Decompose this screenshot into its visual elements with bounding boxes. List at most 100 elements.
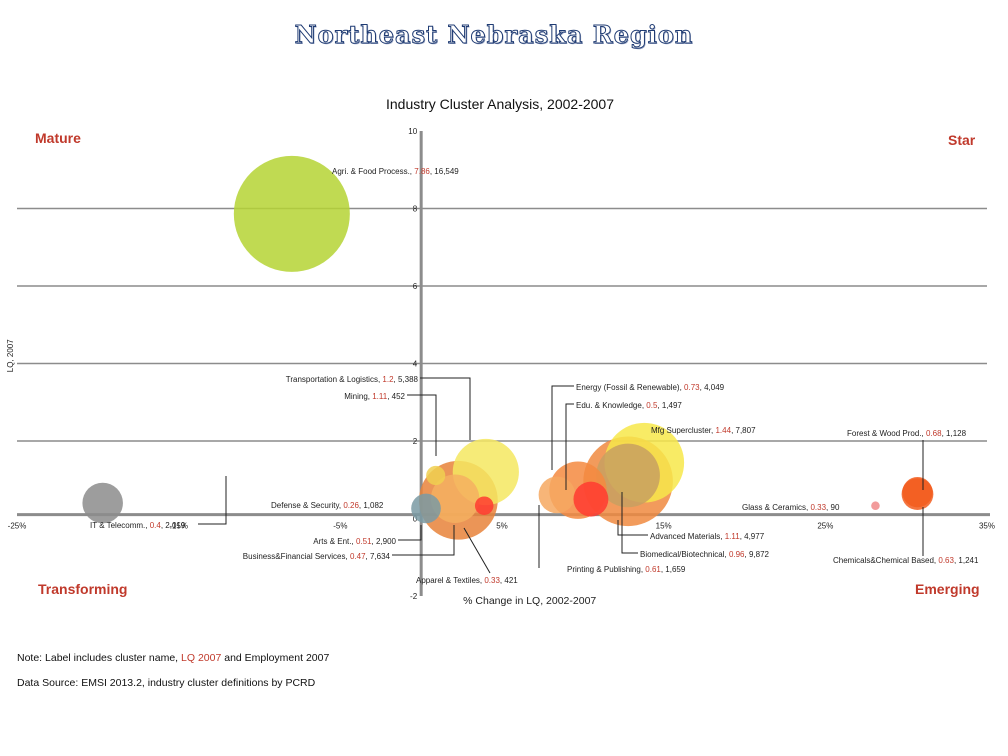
bubble-label-emp: , 4,977	[740, 532, 765, 541]
leader-line	[392, 525, 455, 556]
x-tick-label: 35%	[979, 522, 995, 531]
bubble-label-name: IT & Telecomm.,	[90, 521, 150, 530]
bubble-label-emp: , 7,807	[731, 426, 756, 435]
bubble-label: Chemicals&Chemical Based, 0.63, 1,241	[833, 556, 979, 565]
x-tick-label: 25%	[817, 522, 833, 531]
bubble	[573, 481, 609, 517]
bubble-label-emp: , 1,082	[359, 501, 384, 510]
leader-line	[621, 492, 638, 554]
x-tick-label: -5%	[333, 522, 347, 531]
page-title: Northeast Nebraska Region	[294, 20, 694, 50]
bubble-label-emp: , 2,019	[161, 521, 186, 530]
bubble	[871, 501, 880, 510]
bubble-label: Mining, 1.11, 452	[344, 392, 405, 401]
data-source: Data Source: EMSI 2013.2, industry clust…	[17, 677, 316, 689]
quadrant-label-transforming: Transforming	[38, 581, 128, 597]
bubble-label: Defense & Security, 0.26, 1,082	[271, 501, 384, 510]
bubble	[430, 474, 480, 524]
bubble-label-emp: , 4,049	[700, 383, 725, 392]
bubble-label: Business&Financial Services, 0.47, 7,634	[243, 552, 391, 561]
bubble-label-name: Edu. & Knowledge,	[576, 401, 646, 410]
y-axis-title: LQ, 2007	[6, 339, 15, 372]
leader-line	[420, 377, 471, 440]
bubble	[596, 443, 660, 508]
chart-note: Note: Label includes cluster name, LQ 20…	[17, 652, 329, 664]
quadrant-label-star: Star	[948, 132, 976, 148]
gridlines	[17, 207, 987, 442]
bubble-label: Printing & Publishing, 0.61, 1,659	[567, 565, 686, 574]
bubble-label-lq: 0.51	[356, 537, 372, 546]
x-tick-label: -15%	[169, 522, 188, 531]
bubble	[82, 482, 123, 524]
chart-title: Industry Cluster Analysis, 2002-2007	[385, 96, 614, 112]
leader-line	[198, 476, 227, 525]
bubble-label-lq: 0.61	[645, 565, 661, 574]
note-highlight: LQ 2007	[181, 652, 222, 664]
bubble-label: Forest & Wood Prod., 0.68, 1,128	[847, 429, 967, 438]
bubble-label-name: Mfg Supercluster,	[651, 426, 715, 435]
bubble	[538, 476, 576, 514]
bubble-label-name: Energy (Fossil & Renewable),	[576, 383, 684, 392]
bubble-label-lq: 0.5	[646, 401, 658, 410]
leader-line	[407, 394, 437, 456]
bubble-label-emp: , 90	[826, 503, 840, 512]
bubble-label-name: Transportation & Logistics,	[286, 375, 383, 384]
bubble-label-emp: , 16,549	[430, 167, 459, 176]
bubble-label-lq: 0.68	[926, 429, 942, 438]
x-axis-title: % Change in LQ, 2002-2007	[463, 595, 596, 607]
bubble-label-emp: , 2,900	[372, 537, 397, 546]
bubble-label: Apparel & Textiles, 0.33, 421	[416, 576, 518, 585]
bubble-label-emp: , 1,659	[661, 565, 686, 574]
bubble-label-emp: , 1,497	[657, 401, 682, 410]
bubble-label-name: Chemicals&Chemical Based,	[833, 556, 938, 565]
bubble-label-name: Forest & Wood Prod.,	[847, 429, 926, 438]
bubbles	[82, 155, 934, 540]
bubble-label-name: Defense & Security,	[271, 501, 343, 510]
bubble-label-name: Advanced Materials,	[650, 532, 725, 541]
bubble-label-lq: 0.4	[150, 521, 162, 530]
bubble-label-name: Mining,	[344, 392, 372, 401]
quadrant-label-emerging: Emerging	[915, 581, 980, 597]
bubble-label: Biomedical/Biotechnical, 0.96, 9,872	[640, 550, 770, 559]
bubble-label-emp: , 7,634	[366, 552, 391, 561]
bubble-label: Transportation & Logistics, 1.2, 5,388	[286, 375, 419, 384]
y-tick-label: 8	[413, 205, 418, 214]
bubble-label-lq: 1.11	[372, 392, 388, 401]
bubble-label-emp: , 452	[387, 392, 405, 401]
note-suffix: and Employment 2007	[221, 652, 330, 664]
bubble-label-name: Arts & Ent.,	[313, 537, 356, 546]
bubble-label-name: Agri. & Food Process.,	[332, 167, 414, 176]
bubble-label: Advanced Materials, 1.11, 4,977	[650, 532, 765, 541]
quadrant-label-mature: Mature	[35, 130, 81, 146]
bubble-label-lq: 0.63	[938, 556, 954, 565]
bubble-label-lq: 1.11	[725, 532, 741, 541]
bubble	[411, 493, 441, 524]
bubble-label-lq: 0.96	[729, 550, 745, 559]
bubble-label: IT & Telecomm., 0.4, 2,019	[90, 521, 186, 530]
x-tick-label: 15%	[656, 522, 672, 531]
bubble-label-name: Glass & Ceramics,	[742, 503, 810, 512]
x-tick-label: -25%	[8, 522, 27, 531]
bubble	[474, 496, 494, 515]
bubble-label-lq: 0.26	[343, 501, 359, 510]
y-tick-label: -2	[410, 592, 418, 601]
leader-line	[463, 527, 491, 574]
x-tick-label: 5%	[496, 522, 508, 531]
leader-line	[617, 520, 648, 536]
y-tick-label: 2	[413, 437, 418, 446]
bubble-label-name: Printing & Publishing,	[567, 565, 645, 574]
bubble-label-lq: 1.44	[715, 426, 731, 435]
y-tick-label: 0	[413, 515, 418, 524]
bubble-label-name: Biomedical/Biotechnical,	[640, 550, 729, 559]
bubble-label-emp: , 421	[500, 576, 518, 585]
bubble-labels: Agri. & Food Process., 7.86, 16,549 Trans…	[90, 167, 979, 585]
bubble-label-emp: , 1,128	[942, 429, 967, 438]
bubble	[902, 477, 933, 508]
bubble-label: Edu. & Knowledge, 0.5, 1,497	[576, 401, 682, 410]
bubble-label-emp: , 5,388	[394, 375, 419, 384]
bubble-label-emp: , 1,241	[954, 556, 979, 565]
bubble-label-emp: , 9,872	[745, 550, 770, 559]
bubble-label: Mfg Supercluster, 1.44, 7,807	[651, 426, 756, 435]
y-tick-label: 4	[413, 360, 418, 369]
